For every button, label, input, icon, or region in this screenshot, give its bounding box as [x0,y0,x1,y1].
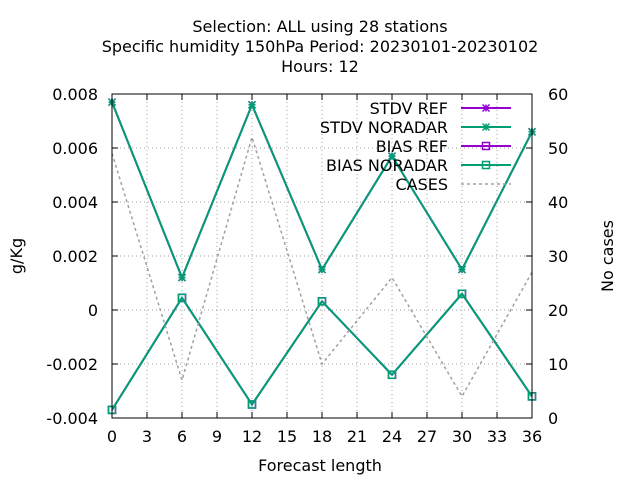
series-line-4 [111,292,533,411]
chart-title-line-3: Hours: 12 [281,57,359,76]
square-marker [247,400,257,409]
square-marker [317,297,327,306]
star-marker [387,152,397,161]
x-tick-label: 18 [312,427,332,446]
y-tick-label: 0.006 [52,139,98,158]
series-line-5 [111,134,533,398]
x-tick-label: 24 [382,427,402,446]
x-tick-label: 9 [212,427,222,446]
y-axis-label: g/Kg [7,238,26,274]
y2-tick-label: 20 [548,301,568,320]
square-marker [481,141,491,151]
y-tick-label: 0.004 [52,193,98,212]
y-tick-label: 0.002 [52,247,98,266]
series-layer [107,98,537,415]
y2-tick-label: 40 [548,193,568,212]
x-tick-label: 36 [522,427,542,446]
y2-tick-label: 30 [548,247,568,266]
y-tick-label: 0.008 [52,85,98,104]
star-marker [481,103,491,113]
star-marker [317,265,327,274]
x-tick-label: 21 [347,427,367,446]
series-line-3 [111,292,533,411]
square-marker [387,370,397,380]
legend-label: STDV NORADAR [320,118,448,137]
x-tick-label: 6 [177,427,187,446]
star-marker [177,273,187,282]
legend-label: BIAS NORADAR [326,156,448,175]
square-marker [177,293,187,303]
chart-title-line-2: Specific humidity 150hPa Period: 2023010… [102,37,539,56]
y2-tick-label: 50 [548,139,568,158]
legend-label: STDV REF [370,99,448,118]
square-marker [457,289,467,299]
y2-tick-label: 60 [548,85,568,104]
star-marker [457,265,467,274]
square-marker [481,160,491,170]
chart-title: Selection: ALL using 28 stations Specifi… [102,17,539,76]
legend-label: CASES [395,175,448,194]
y-tick-label: -0.004 [46,409,98,428]
y-tick-label: -0.002 [46,355,98,374]
legend-label: BIAS REF [376,137,448,156]
x-tick-label: 12 [242,427,262,446]
x-tick-label: 33 [487,427,507,446]
y2-tick-label: 10 [548,355,568,374]
x-tick-label: 0 [107,427,117,446]
x-axis-label: Forecast length [258,456,382,475]
x-tick-label: 15 [277,427,297,446]
star-marker [481,122,491,132]
axes: 0 3 6 9 12 15 18 21 24 27 30 33 36-0.004-0.00200.002… [46,85,568,446]
x-tick-label: 27 [417,427,437,446]
x-tick-label: 30 [452,427,472,446]
y-tick-label: 0 [88,301,98,320]
y2-tick-label: 0 [548,409,558,428]
x-tick-label: 3 [142,427,152,446]
chart-title-line-1: Selection: ALL using 28 stations [192,17,447,36]
star-marker [247,100,257,109]
y2-axis-label: No cases [598,220,617,292]
